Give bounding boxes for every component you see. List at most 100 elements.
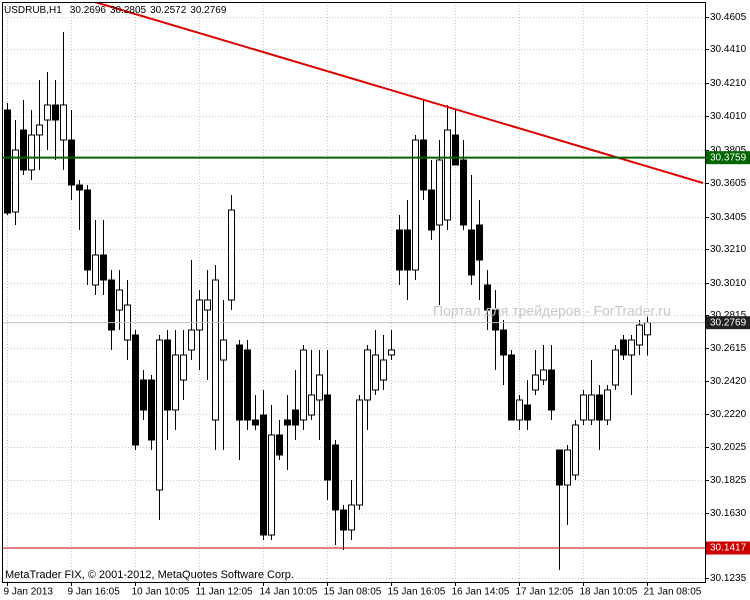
candle-body [188, 329, 195, 351]
y-tick-label: 30.2420 [710, 376, 747, 387]
candle-body [324, 394, 331, 481]
y-tick-label: 30.1235 [710, 573, 747, 584]
candle-body [180, 354, 187, 381]
candle-body [92, 254, 99, 286]
x-tick-label: 18 Jan 10:05 [580, 587, 638, 598]
candle-body [300, 349, 307, 421]
candle-body [476, 224, 483, 261]
candle-body [252, 419, 259, 426]
candle-body [580, 394, 587, 421]
candle-body [444, 129, 451, 221]
y-tick-label: 30.2220 [710, 409, 747, 420]
level-label: 30.1417 [710, 543, 747, 554]
candle-body [28, 134, 35, 171]
last-open: 30.2696 [70, 5, 107, 16]
candle-body [500, 329, 507, 356]
candle-body [628, 339, 635, 356]
x-tick-label: 17 Jan 12:05 [516, 587, 574, 598]
footer: MetaTrader FIX, © 2001-2012, MetaQuotes … [5, 569, 294, 581]
candle-body [412, 139, 419, 271]
candle-body [620, 339, 627, 356]
plot-area [2, 2, 705, 570]
x-tick-label: 21 Jan 08:05 [644, 587, 702, 598]
candle-body [636, 324, 643, 346]
candle-body [604, 389, 611, 421]
y-tick-label: 30.4210 [710, 78, 747, 89]
y-tick-label: 30.2025 [710, 442, 747, 453]
candle-body [428, 189, 435, 231]
candle-body [524, 404, 531, 421]
candle-body [260, 414, 267, 536]
x-tick-label: 9 Jan 2013 [4, 587, 54, 598]
candle-body [316, 374, 323, 401]
candle-body [436, 159, 443, 226]
level-box [706, 541, 750, 555]
y-tick-label: 30.1630 [710, 508, 747, 519]
candle-body [364, 349, 371, 401]
x-tick-label: 15 Jan 16:05 [388, 587, 446, 598]
candle-body [116, 289, 123, 311]
candle-body [612, 349, 619, 386]
candle-body [36, 124, 43, 136]
y-tick-label: 30.4410 [710, 44, 747, 55]
y-tick-label: 30.2615 [710, 343, 747, 354]
y-tick-label: 30.3010 [710, 278, 747, 289]
trend-line [94, 2, 704, 184]
candle-body [204, 299, 211, 311]
candle-body [396, 229, 403, 271]
candle-body [564, 449, 571, 486]
candle-body [356, 399, 363, 506]
candle-body [20, 129, 27, 171]
y-tick-label: 30.1825 [710, 475, 747, 486]
symbol: USDRUB,H1 [4, 5, 62, 16]
candle-body [420, 139, 427, 191]
candle-body [140, 379, 147, 411]
candle-body [644, 322, 651, 336]
candle-body [44, 104, 51, 121]
last-close: 30.2769 [190, 5, 227, 16]
y-tick-label: 30.4010 [710, 111, 747, 122]
x-tick-label: 11 Jan 12:05 [196, 587, 254, 598]
chart-header: USDRUB,H1 30.2696 30.2805 30.2572 30.2769 [4, 5, 227, 16]
candle-body [68, 139, 75, 186]
candle-body [220, 339, 227, 361]
watermark: Портал для трейдеров - ForTrader.ru [433, 303, 671, 319]
candle-body [12, 149, 19, 213]
candle-body [52, 104, 59, 121]
candle-body [4, 109, 11, 214]
candle-body [516, 399, 523, 421]
plot-frame [2, 2, 706, 583]
candle-body [276, 434, 283, 456]
candle-body [492, 309, 499, 331]
y-tick-label: 30.3210 [710, 244, 747, 255]
candle-body [172, 354, 179, 411]
candle-body [308, 394, 315, 416]
y-tick-label: 30.2815 [710, 310, 747, 321]
last-high: 30.2805 [110, 5, 147, 16]
candle-body [596, 394, 603, 421]
candle-body [292, 409, 299, 426]
candle-body [244, 349, 251, 421]
candle-body [100, 254, 107, 281]
x-tick-label: 16 Jan 14:05 [452, 587, 510, 598]
x-tick-label: 10 Jan 10:05 [132, 587, 190, 598]
candle-body [132, 334, 139, 446]
candle-body [372, 354, 379, 391]
x-tick-label: 15 Jan 08:05 [324, 587, 382, 598]
candle-body [212, 279, 219, 421]
candle-body [348, 504, 355, 531]
candle-body [468, 229, 475, 276]
y-tick-label: 30.3605 [710, 178, 747, 189]
x-tick-label: 9 Jan 16:05 [68, 587, 121, 598]
candle-body [508, 354, 515, 421]
candle-body [196, 299, 203, 331]
last-low: 30.2572 [150, 5, 187, 16]
y-tick-label: 30.4605 [710, 12, 747, 23]
candle-body [332, 444, 339, 511]
candle-body [380, 359, 387, 381]
candle-body [60, 104, 67, 141]
candle-body [452, 134, 459, 166]
candle-body [156, 339, 163, 491]
candle-body [588, 394, 595, 421]
